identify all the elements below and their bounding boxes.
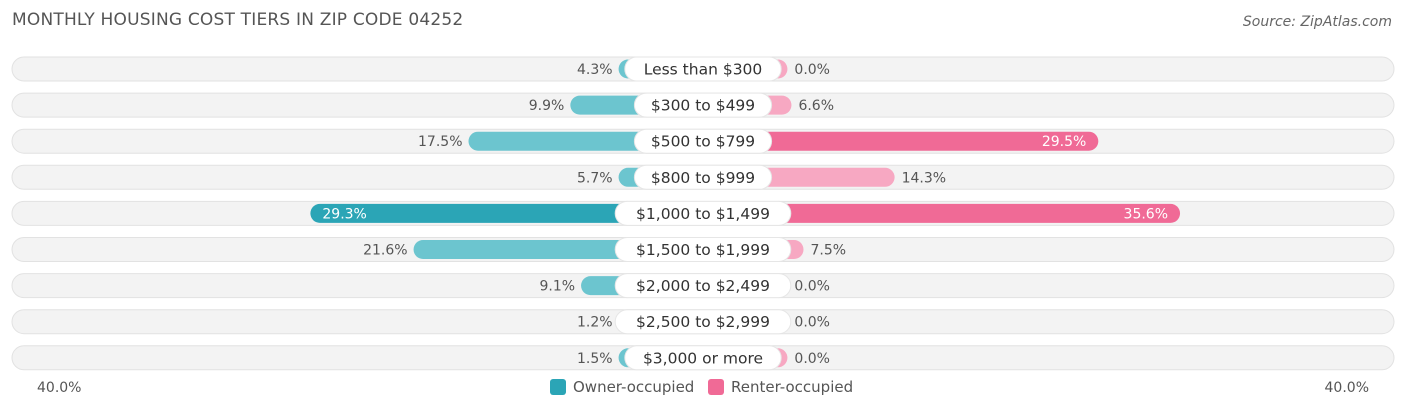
owner-value-label: 9.9% — [529, 98, 565, 114]
legend-renter-label: Renter-occupied — [731, 378, 854, 396]
legend-item-owner: Owner-occupied — [550, 378, 694, 396]
owner-bar — [310, 203, 703, 223]
renter-value-label: 14.3% — [902, 170, 946, 186]
renter-value-label: 6.6% — [798, 98, 834, 114]
category-label: $500 to $799 — [651, 133, 755, 151]
category-pill — [633, 164, 773, 190]
category-pill — [624, 56, 782, 82]
owner-value-label: 1.2% — [577, 315, 613, 331]
owner-value-label: 21.6% — [363, 243, 407, 259]
category-pill — [633, 128, 773, 154]
renter-swatch — [708, 379, 724, 395]
category-pill — [633, 92, 773, 118]
owner-value-label: 1.5% — [577, 351, 613, 367]
renter-value-label: 7.5% — [811, 243, 847, 259]
chart-title: MONTHLY HOUSING COST TIERS IN ZIP CODE 0… — [12, 10, 464, 30]
axis-left-label: 40.0% — [37, 380, 82, 396]
category-label: $2,000 to $2,499 — [636, 277, 770, 295]
renter-value-label: 0.0% — [794, 351, 830, 367]
category-label: Less than $300 — [644, 61, 763, 79]
owner-swatch — [550, 379, 566, 395]
renter-bar — [703, 203, 1181, 223]
owner-value-label: 29.3% — [322, 206, 366, 222]
renter-value-label: 0.0% — [794, 279, 830, 295]
category-pill — [614, 200, 792, 226]
axis-right-label: 40.0% — [1324, 380, 1369, 396]
category-pill — [614, 273, 792, 299]
category-pill — [624, 345, 782, 371]
category-label: $2,500 to $2,999 — [636, 313, 770, 331]
category-label: $300 to $499 — [651, 97, 755, 115]
renter-bar — [703, 131, 1099, 151]
legend: Owner-occupied Renter-occupied — [0, 378, 1406, 402]
category-pill — [614, 237, 792, 262]
owner-value-label: 4.3% — [577, 62, 613, 78]
renter-value-label: 0.0% — [794, 62, 830, 78]
renter-value-label: 29.5% — [1042, 134, 1086, 150]
owner-value-label: 9.1% — [539, 279, 575, 295]
source-note: Source: ZipAtlas.com — [1242, 14, 1392, 30]
renter-value-label: 35.6% — [1124, 206, 1168, 222]
category-label: $800 to $999 — [651, 169, 755, 187]
legend-owner-label: Owner-occupied — [573, 378, 695, 396]
owner-value-label: 5.7% — [577, 170, 613, 186]
legend-item-renter: Renter-occupied — [708, 378, 853, 396]
category-pill — [614, 309, 792, 335]
category-label: $1,500 to $1,999 — [636, 241, 770, 259]
renter-value-label: 0.0% — [794, 315, 830, 331]
owner-value-label: 17.5% — [418, 134, 462, 150]
category-label: $3,000 or more — [643, 349, 763, 367]
category-label: $1,000 to $1,499 — [636, 205, 770, 223]
